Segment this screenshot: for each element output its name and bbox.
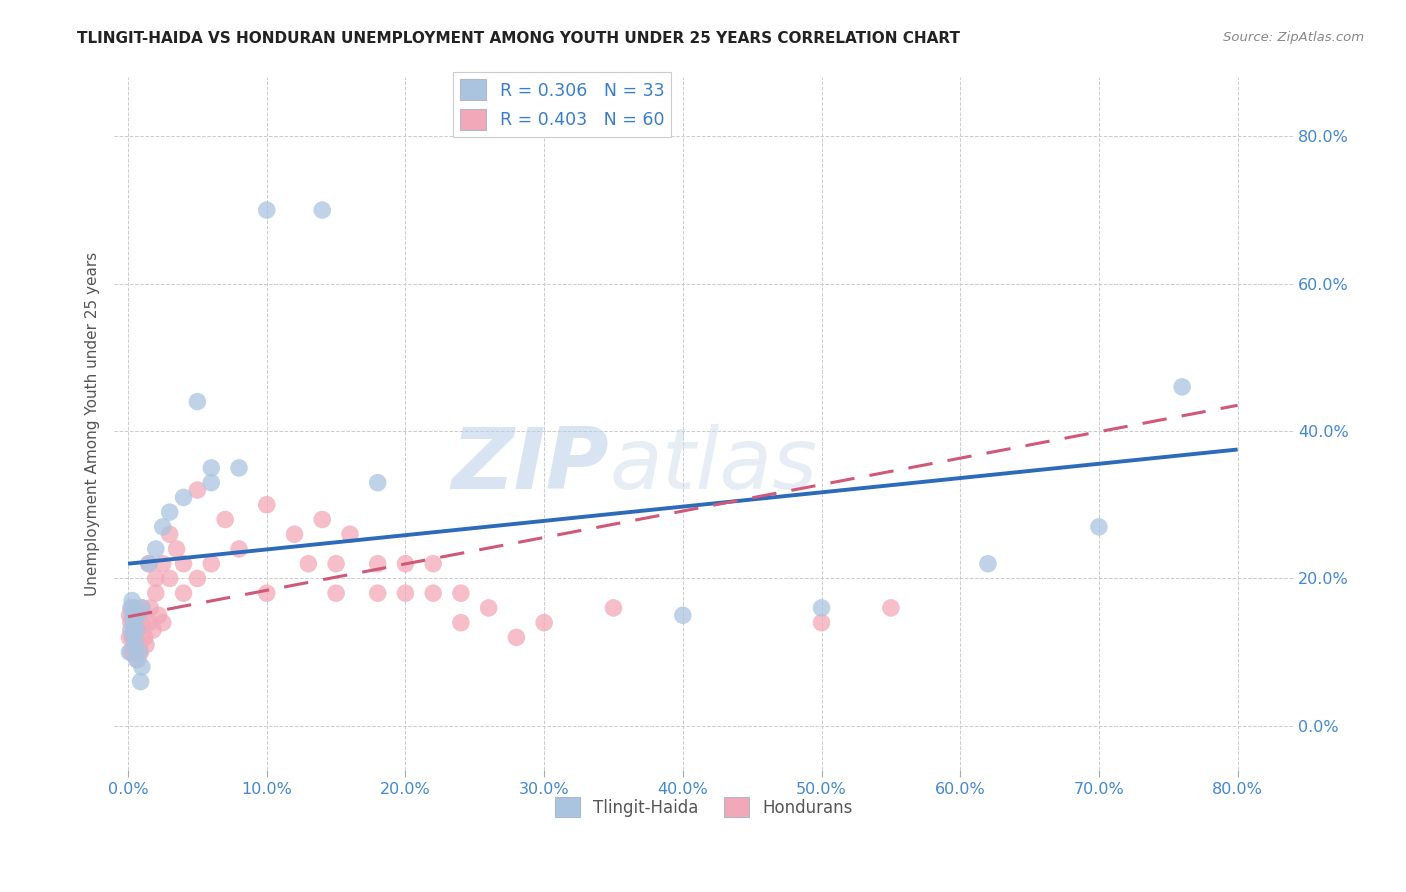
Point — [118, 645, 141, 659]
Point — [120, 601, 142, 615]
Point — [118, 631, 141, 645]
Point — [131, 601, 153, 615]
Point — [128, 645, 150, 659]
Text: Source: ZipAtlas.com: Source: ZipAtlas.com — [1223, 31, 1364, 45]
Point — [127, 652, 149, 666]
Text: atlas: atlas — [609, 424, 817, 507]
Point — [1088, 520, 1111, 534]
Point — [120, 615, 142, 630]
Point — [159, 505, 181, 519]
Point — [142, 623, 165, 637]
Point — [672, 608, 695, 623]
Point — [122, 645, 145, 659]
Point — [880, 601, 903, 615]
Point — [145, 541, 167, 556]
Point — [152, 520, 174, 534]
Point — [122, 631, 145, 645]
Point — [121, 631, 143, 645]
Point — [152, 557, 174, 571]
Point — [145, 586, 167, 600]
Point — [505, 631, 527, 645]
Point — [367, 557, 389, 571]
Point — [159, 527, 181, 541]
Point — [121, 608, 143, 623]
Point — [120, 645, 142, 659]
Point — [533, 615, 555, 630]
Point — [394, 586, 416, 600]
Point — [450, 615, 472, 630]
Text: TLINGIT-HAIDA VS HONDURAN UNEMPLOYMENT AMONG YOUTH UNDER 25 YEARS CORRELATION CH: TLINGIT-HAIDA VS HONDURAN UNEMPLOYMENT A… — [77, 31, 960, 46]
Point — [127, 608, 149, 623]
Point — [125, 652, 148, 666]
Point — [186, 394, 208, 409]
Point — [124, 608, 146, 623]
Point — [810, 601, 832, 615]
Point — [125, 631, 148, 645]
Point — [135, 638, 157, 652]
Point — [283, 527, 305, 541]
Point — [228, 461, 250, 475]
Point — [134, 631, 156, 645]
Point — [367, 586, 389, 600]
Point — [394, 557, 416, 571]
Point — [148, 608, 170, 623]
Point — [129, 645, 152, 659]
Point — [367, 475, 389, 490]
Point — [256, 498, 278, 512]
Point — [124, 638, 146, 652]
Point — [450, 586, 472, 600]
Point — [810, 615, 832, 630]
Point — [138, 557, 160, 571]
Point — [297, 557, 319, 571]
Point — [325, 557, 347, 571]
Point — [122, 615, 145, 630]
Point — [256, 586, 278, 600]
Point — [311, 202, 333, 217]
Point — [422, 586, 444, 600]
Point — [325, 586, 347, 600]
Point — [131, 601, 153, 615]
Point — [1171, 380, 1194, 394]
Point — [186, 483, 208, 497]
Point — [166, 541, 188, 556]
Point — [124, 601, 146, 615]
Point — [339, 527, 361, 541]
Point — [120, 623, 142, 637]
Point — [145, 571, 167, 585]
Point — [121, 593, 143, 607]
Point — [173, 586, 195, 600]
Point — [422, 557, 444, 571]
Point — [186, 571, 208, 585]
Point — [122, 623, 145, 637]
Point — [311, 512, 333, 526]
Point — [173, 491, 195, 505]
Text: ZIP: ZIP — [451, 424, 609, 507]
Point — [138, 557, 160, 571]
Point — [124, 638, 146, 652]
Point — [159, 571, 181, 585]
Point — [478, 601, 501, 615]
Point — [125, 623, 148, 637]
Point — [131, 660, 153, 674]
Point — [200, 461, 222, 475]
Y-axis label: Unemployment Among Youth under 25 years: Unemployment Among Youth under 25 years — [86, 252, 100, 596]
Point — [214, 512, 236, 526]
Point — [118, 608, 141, 623]
Legend: Tlingit-Haida, Hondurans: Tlingit-Haida, Hondurans — [548, 790, 859, 824]
Point — [131, 615, 153, 630]
Point — [200, 475, 222, 490]
Point — [602, 601, 624, 615]
Point — [256, 202, 278, 217]
Point — [129, 674, 152, 689]
Point — [152, 615, 174, 630]
Point — [139, 601, 162, 615]
Point — [121, 601, 143, 615]
Point — [228, 541, 250, 556]
Point — [138, 615, 160, 630]
Point — [173, 557, 195, 571]
Point — [127, 623, 149, 637]
Point — [200, 557, 222, 571]
Point — [128, 638, 150, 652]
Point — [977, 557, 1000, 571]
